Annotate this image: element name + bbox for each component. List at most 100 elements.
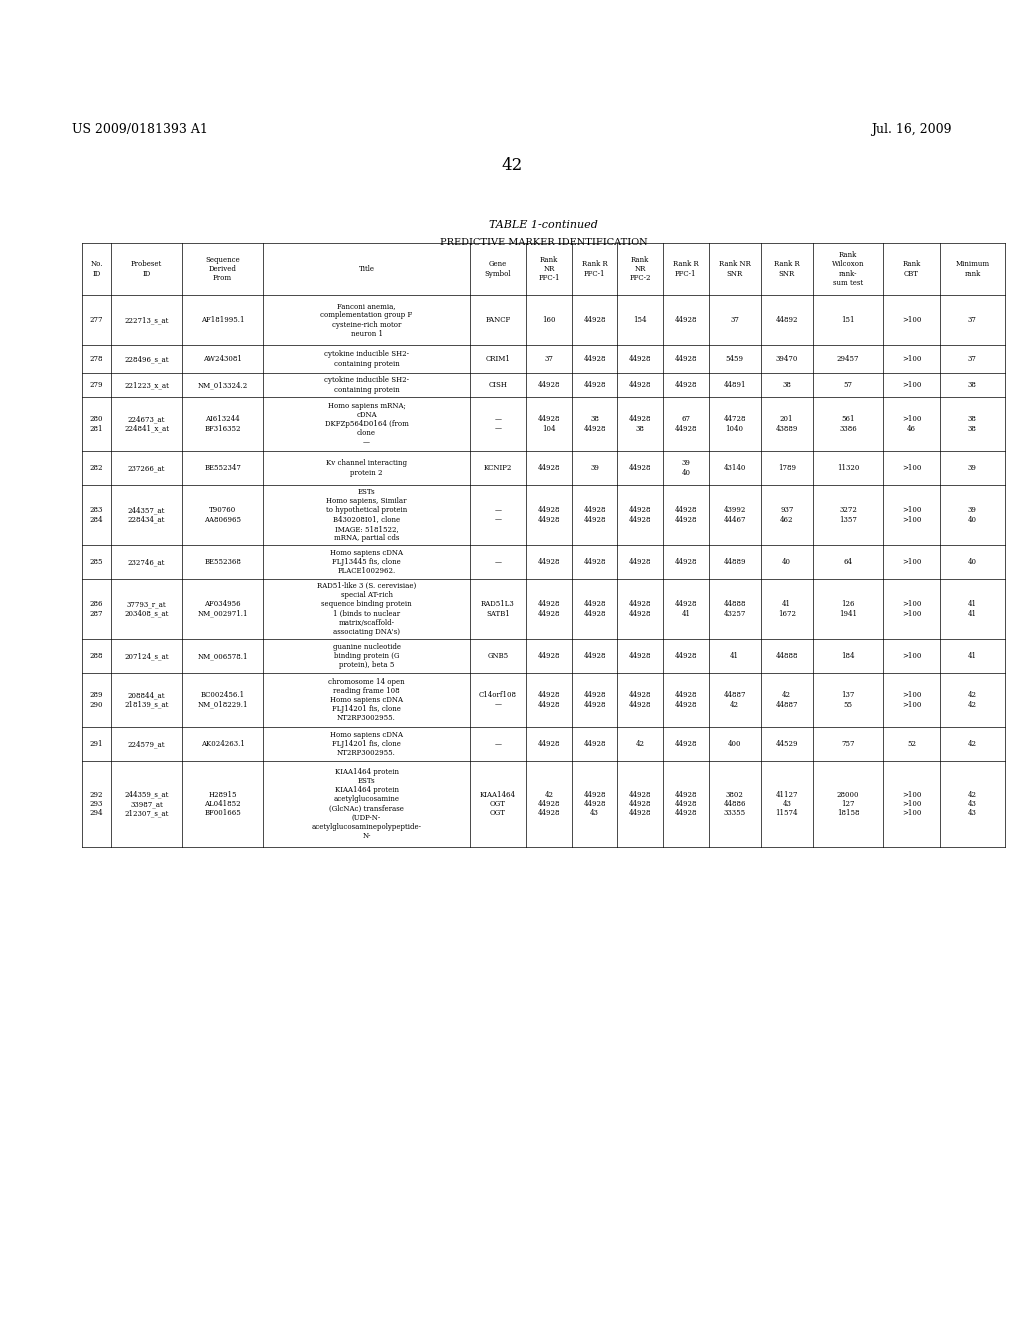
Text: KCNIP2: KCNIP2 [483,465,512,473]
Text: US 2009/0181393 A1: US 2009/0181393 A1 [72,124,208,136]
Text: 44888
43257: 44888 43257 [723,601,745,618]
Text: 37793_r_at
203408_s_at: 37793_r_at 203408_s_at [125,601,169,618]
Text: guanine nucleotide
binding protein (G
protein), beta 5: guanine nucleotide binding protein (G pr… [333,643,400,669]
Text: 44928
44928: 44928 44928 [584,507,606,524]
Text: 1789: 1789 [778,465,796,473]
Text: Fanconi anemia,
complementation group F
cysteine-rich motor
neuron 1: Fanconi anemia, complementation group F … [321,302,413,338]
Text: 288: 288 [90,652,103,660]
Text: 44928: 44928 [675,381,697,389]
Text: 44928
44928
43: 44928 44928 43 [584,791,606,817]
Text: 44928: 44928 [675,315,697,323]
Text: 44928
44928: 44928 44928 [538,601,560,618]
Text: 42
44928
44928: 42 44928 44928 [538,791,560,817]
Text: 222713_s_at: 222713_s_at [125,315,169,323]
Text: CRIM1: CRIM1 [485,355,510,363]
Text: 237266_at: 237266_at [128,465,165,473]
Text: 44928: 44928 [538,558,560,566]
Text: 11320: 11320 [837,465,859,473]
Text: 44928: 44928 [538,741,560,748]
Text: 44928
44928: 44928 44928 [538,692,560,709]
Text: 37: 37 [545,355,553,363]
Text: 39
40: 39 40 [968,507,977,524]
Text: 28000
127
18158: 28000 127 18158 [837,791,859,817]
Text: >100: >100 [902,465,922,473]
Text: 40: 40 [968,558,977,566]
Text: 38: 38 [968,381,977,389]
Text: BE552368: BE552368 [204,558,241,566]
Text: 39
40: 39 40 [681,459,690,477]
Text: No.
ID: No. ID [90,260,102,277]
Text: 44888: 44888 [775,652,798,660]
Text: 44889: 44889 [723,558,745,566]
Text: 224673_at
224841_x_at: 224673_at 224841_x_at [124,416,169,433]
Text: 279: 279 [90,381,103,389]
Text: 280
281: 280 281 [90,416,103,433]
Text: 43140: 43140 [723,465,745,473]
Text: 208844_at
218139_s_at: 208844_at 218139_s_at [125,692,169,709]
Text: Homo sapiens cDNA
FLJ13445 fis, clone
PLACE1002962.: Homo sapiens cDNA FLJ13445 fis, clone PL… [330,549,403,576]
Text: 137
55: 137 55 [842,692,855,709]
Text: >100
>100: >100 >100 [902,507,922,524]
Text: 44928
44928: 44928 44928 [675,507,697,524]
Text: 44928
104: 44928 104 [538,416,560,433]
Text: Rank R
PFC-1: Rank R PFC-1 [582,260,607,277]
Text: 44928: 44928 [584,381,606,389]
Text: BE552347: BE552347 [204,465,241,473]
Text: —: — [495,741,502,748]
Text: 285: 285 [90,558,103,566]
Text: Rank
NR
PFC-1: Rank NR PFC-1 [539,256,560,282]
Text: AF181995.1: AF181995.1 [201,315,245,323]
Text: PREDICTIVE MARKER IDENTIFICATION: PREDICTIVE MARKER IDENTIFICATION [439,238,647,247]
Text: —
—: — — [495,416,502,433]
Text: 44928: 44928 [538,381,560,389]
Text: >100: >100 [902,355,922,363]
Text: 29457: 29457 [837,355,859,363]
Text: 44928: 44928 [584,652,606,660]
Text: GNB5: GNB5 [487,652,509,660]
Text: 3802
44886
33355: 3802 44886 33355 [723,791,745,817]
Text: 43992
44467: 43992 44467 [723,507,745,524]
Text: 44928: 44928 [629,465,651,473]
Text: 67
44928: 67 44928 [675,416,697,433]
Text: Rank NR
SNR: Rank NR SNR [719,260,751,277]
Text: 277: 277 [90,315,103,323]
Text: >100
>100: >100 >100 [902,601,922,618]
Text: 44928: 44928 [538,465,560,473]
Text: 3272
1357: 3272 1357 [839,507,857,524]
Text: >100: >100 [902,558,922,566]
Text: 37: 37 [968,355,977,363]
Text: 44928: 44928 [629,558,651,566]
Text: 44928: 44928 [675,652,697,660]
Text: TABLE 1-continued: TABLE 1-continued [489,220,598,230]
Text: Rank R
SNR: Rank R SNR [774,260,800,277]
Text: 244359_s_at
33987_at
212307_s_at: 244359_s_at 33987_at 212307_s_at [125,791,169,817]
Text: 400: 400 [728,741,741,748]
Text: BC002456.1
NM_018229.1: BC002456.1 NM_018229.1 [198,692,248,709]
Text: 937
462: 937 462 [780,507,794,524]
Text: 282: 282 [90,465,103,473]
Text: 44928
44928: 44928 44928 [584,601,606,618]
Text: 42
44887: 42 44887 [775,692,798,709]
Text: 232746_at: 232746_at [128,558,165,566]
Text: 39: 39 [968,465,977,473]
Text: 39470: 39470 [775,355,798,363]
Text: 154: 154 [634,315,647,323]
Text: Rank R
PFC-1: Rank R PFC-1 [673,260,698,277]
Text: 44928
44928: 44928 44928 [629,692,651,709]
Text: 37: 37 [968,315,977,323]
Text: 283
284: 283 284 [90,507,103,524]
Text: >100: >100 [902,381,922,389]
Text: 39: 39 [590,465,599,473]
Text: KIAA1464
OGT
OGT: KIAA1464 OGT OGT [480,791,516,817]
Text: cytokine inducible SH2-
containing protein: cytokine inducible SH2- containing prote… [324,350,409,367]
Text: 224579_at: 224579_at [128,741,165,748]
Text: 44928
44928: 44928 44928 [629,601,651,618]
Text: Homo sapiens mRNA;
cDNA
DKFZp564D0164 (from
clone
—: Homo sapiens mRNA; cDNA DKFZp564D0164 (f… [325,401,409,446]
Text: 42
42: 42 42 [968,692,977,709]
Text: 42: 42 [636,741,645,748]
Text: Minimum
rank: Minimum rank [955,260,989,277]
Text: 292
293
294: 292 293 294 [90,791,103,817]
Text: 44529: 44529 [775,741,798,748]
Text: RAD51L3
SATB1: RAD51L3 SATB1 [481,601,515,618]
Text: NM_013324.2: NM_013324.2 [198,381,248,389]
